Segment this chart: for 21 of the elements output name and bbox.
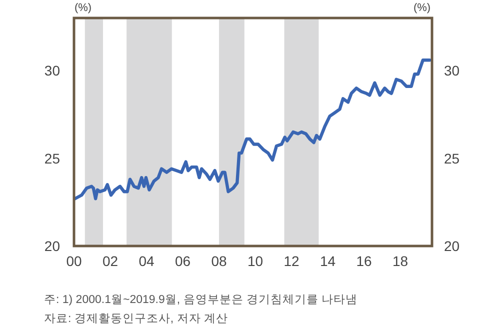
x-tick-label: 12	[284, 253, 300, 269]
y2-tick-label: 25	[444, 150, 460, 166]
y2-tick-label: 30	[444, 62, 460, 79]
y2-tick-label: 20	[444, 238, 460, 254]
x-tick-label: 00	[66, 253, 82, 269]
x-tick-label: 14	[320, 253, 336, 269]
y-tick-label: 20	[44, 238, 60, 254]
x-tick-label: 06	[174, 253, 191, 269]
y-axis-title: (%)	[74, 2, 92, 14]
x-tick-label: 02	[102, 253, 118, 269]
text: 자료: 경제활동인구조사, 저자 계산	[44, 313, 228, 325]
y-tick-label: 25	[44, 150, 60, 166]
text: 주: 1) 2000.1월~2019.9월, 음영부분은 경기침체기를 나타냄	[44, 294, 358, 306]
x-tick-label: 16	[356, 253, 372, 269]
x-tick-label: 10	[247, 253, 264, 269]
x-tick-label: 18	[392, 253, 408, 269]
y2-axis-title: (%)	[413, 2, 431, 14]
y-tick-label: 30	[44, 62, 60, 79]
line-series	[73, 58, 432, 200]
x-tick-label: 08	[211, 253, 228, 269]
x-tick-label: 04	[138, 253, 155, 269]
